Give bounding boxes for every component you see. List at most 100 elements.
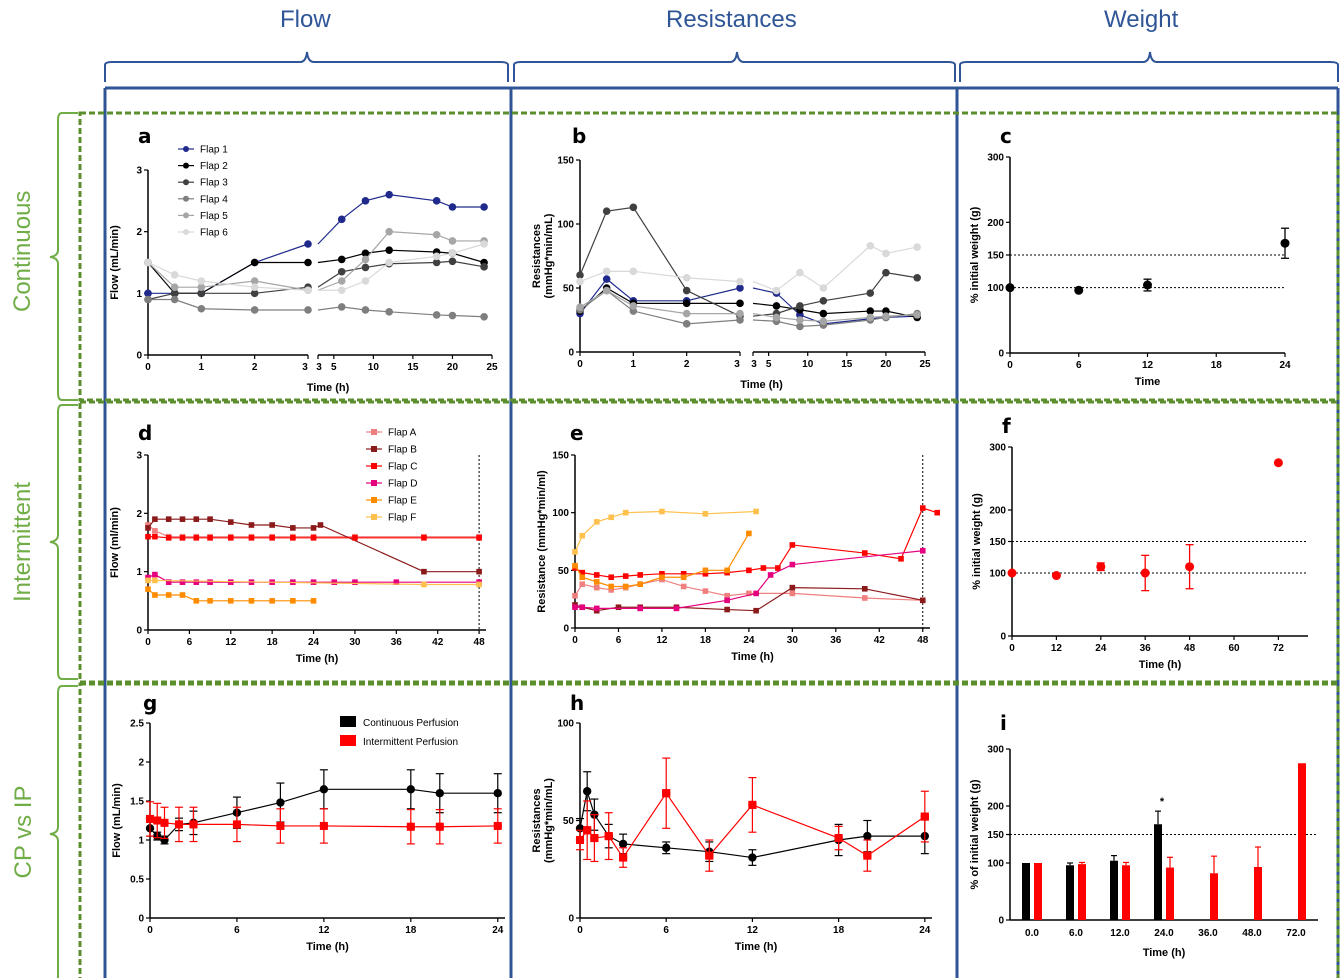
- data-point-a: [361, 249, 370, 258]
- data-point-a: [448, 257, 457, 266]
- data-point-a: [197, 289, 206, 298]
- data-point-b: [913, 243, 921, 251]
- bar-i-ip: [1166, 867, 1174, 920]
- data-point-a: [337, 267, 346, 276]
- x-tick-label-a: 5: [331, 362, 337, 373]
- legend-label-d: Flap F: [388, 513, 416, 524]
- data-point-d: [165, 579, 172, 585]
- data-point-h-square: [604, 832, 613, 841]
- data-point-e: [919, 505, 926, 511]
- data-point-b: [882, 268, 890, 277]
- data-point-a: [337, 255, 346, 264]
- continuous-row-brace: [49, 112, 78, 401]
- data-point-d: [152, 592, 158, 598]
- y-axis-label-h: Resistances: [531, 788, 543, 852]
- x-tick-label-b: 1: [631, 359, 637, 370]
- data-point-e: [673, 605, 680, 612]
- data-point-a: [144, 289, 152, 298]
- cp-vs-ip-row-label: CP vs IP: [10, 785, 37, 879]
- data-point-g-square: [493, 821, 502, 830]
- data-point-a: [304, 286, 312, 295]
- data-point-b: [576, 271, 584, 280]
- data-point-c: [1143, 280, 1152, 290]
- data-point-b: [736, 309, 744, 318]
- series-line-e: [575, 550, 923, 609]
- data-point-h-square: [662, 789, 671, 798]
- data-point-b: [819, 317, 828, 326]
- series-e-5: [572, 530, 752, 590]
- data-point-e: [898, 556, 904, 562]
- data-point-g-square: [276, 821, 285, 830]
- bar-i-ip: [1254, 866, 1262, 920]
- data-point-e: [659, 508, 665, 515]
- data-point-g-square: [435, 822, 444, 831]
- data-point-d: [193, 535, 200, 541]
- y-tick-label-f: 100: [989, 569, 1006, 580]
- data-point-d: [207, 579, 213, 585]
- data-point-h-square: [583, 826, 592, 835]
- y-tick-label-b: 50: [563, 284, 575, 295]
- data-point-d: [269, 598, 275, 604]
- data-point-d: [421, 535, 427, 541]
- legend-label-a: Flap 1: [200, 145, 228, 156]
- data-point-h: [863, 831, 872, 841]
- y-tick-label-c: 100: [987, 283, 1004, 294]
- x-tick-label-i: 0.0: [1025, 928, 1039, 939]
- legend-marker-a: [183, 162, 189, 169]
- data-point-e: [579, 581, 586, 587]
- x-tick-label-f: 12: [1051, 643, 1063, 654]
- data-point-d: [269, 522, 275, 528]
- data-point-h: [618, 839, 628, 849]
- panel-letter-f: f: [1002, 414, 1011, 438]
- bar-i-cp: [1022, 863, 1030, 920]
- data-point-b: [736, 284, 744, 292]
- data-point-a: [361, 197, 370, 205]
- panel-letter-c: c: [1000, 124, 1012, 148]
- y-axis-label-b-line2: (mmHg*min/mL): [543, 213, 555, 298]
- data-point-d: [476, 535, 482, 541]
- y-tick-label-f: 200: [989, 506, 1006, 517]
- y-tick-label-a: 3: [136, 166, 142, 177]
- legend-marker-a: [183, 229, 189, 235]
- data-point-d: [227, 535, 234, 541]
- data-point-a: [361, 263, 370, 272]
- x-tick-label-f: 60: [1228, 643, 1240, 654]
- y-tick-label-h: 50: [563, 816, 575, 827]
- bar-i-cp: [1110, 860, 1118, 920]
- data-point-e: [724, 592, 730, 599]
- x-tick-label-e: 6: [616, 635, 622, 646]
- x-tick-label-f: 36: [1140, 643, 1152, 654]
- data-point-a: [197, 304, 206, 313]
- x-tick-label-e: 30: [787, 635, 799, 646]
- data-point-b: [772, 286, 781, 295]
- data-point-e: [615, 604, 622, 611]
- y-tick-label-h: 0: [568, 914, 574, 925]
- x-tick-label-d: 24: [308, 637, 320, 648]
- legend-label-d: Flap A: [388, 428, 417, 439]
- continuous-row-label: Continuous: [9, 190, 36, 312]
- data-point-a: [250, 306, 259, 314]
- data-point-d: [207, 516, 213, 522]
- data-point-b: [796, 302, 804, 310]
- y-tick-label-b: 150: [557, 156, 574, 167]
- legend-marker-d: [371, 429, 377, 435]
- x-tick-label-i: 6.0: [1069, 928, 1083, 939]
- data-point-a: [480, 263, 488, 271]
- data-point-e: [702, 570, 709, 577]
- data-point-d: [317, 522, 324, 528]
- data-point-e: [934, 509, 941, 516]
- series-e-4: [572, 547, 926, 612]
- data-point-b: [772, 302, 781, 310]
- x-tick-label-d: 42: [432, 637, 444, 648]
- data-point-c: [1280, 238, 1290, 248]
- legend-swatch-g: [340, 735, 356, 746]
- series-a-4: [144, 295, 488, 321]
- y-tick-label-g: 1: [138, 836, 144, 847]
- panel-letter-h: h: [570, 691, 584, 715]
- data-point-a: [304, 258, 312, 267]
- data-point-a: [337, 286, 346, 295]
- legend-label-a: Flap 6: [200, 228, 228, 239]
- data-point-e: [622, 573, 629, 579]
- legend-marker-a: [183, 146, 189, 152]
- data-point-a: [448, 237, 457, 245]
